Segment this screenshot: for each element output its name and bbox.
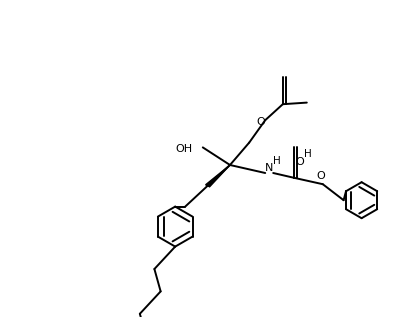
Text: OH: OH (175, 145, 192, 154)
Text: O: O (296, 157, 304, 167)
Text: H: H (304, 149, 312, 159)
Text: O: O (257, 117, 265, 127)
Polygon shape (206, 165, 230, 187)
Text: N: N (265, 163, 273, 173)
Text: O: O (316, 171, 325, 181)
Text: H: H (273, 156, 281, 166)
